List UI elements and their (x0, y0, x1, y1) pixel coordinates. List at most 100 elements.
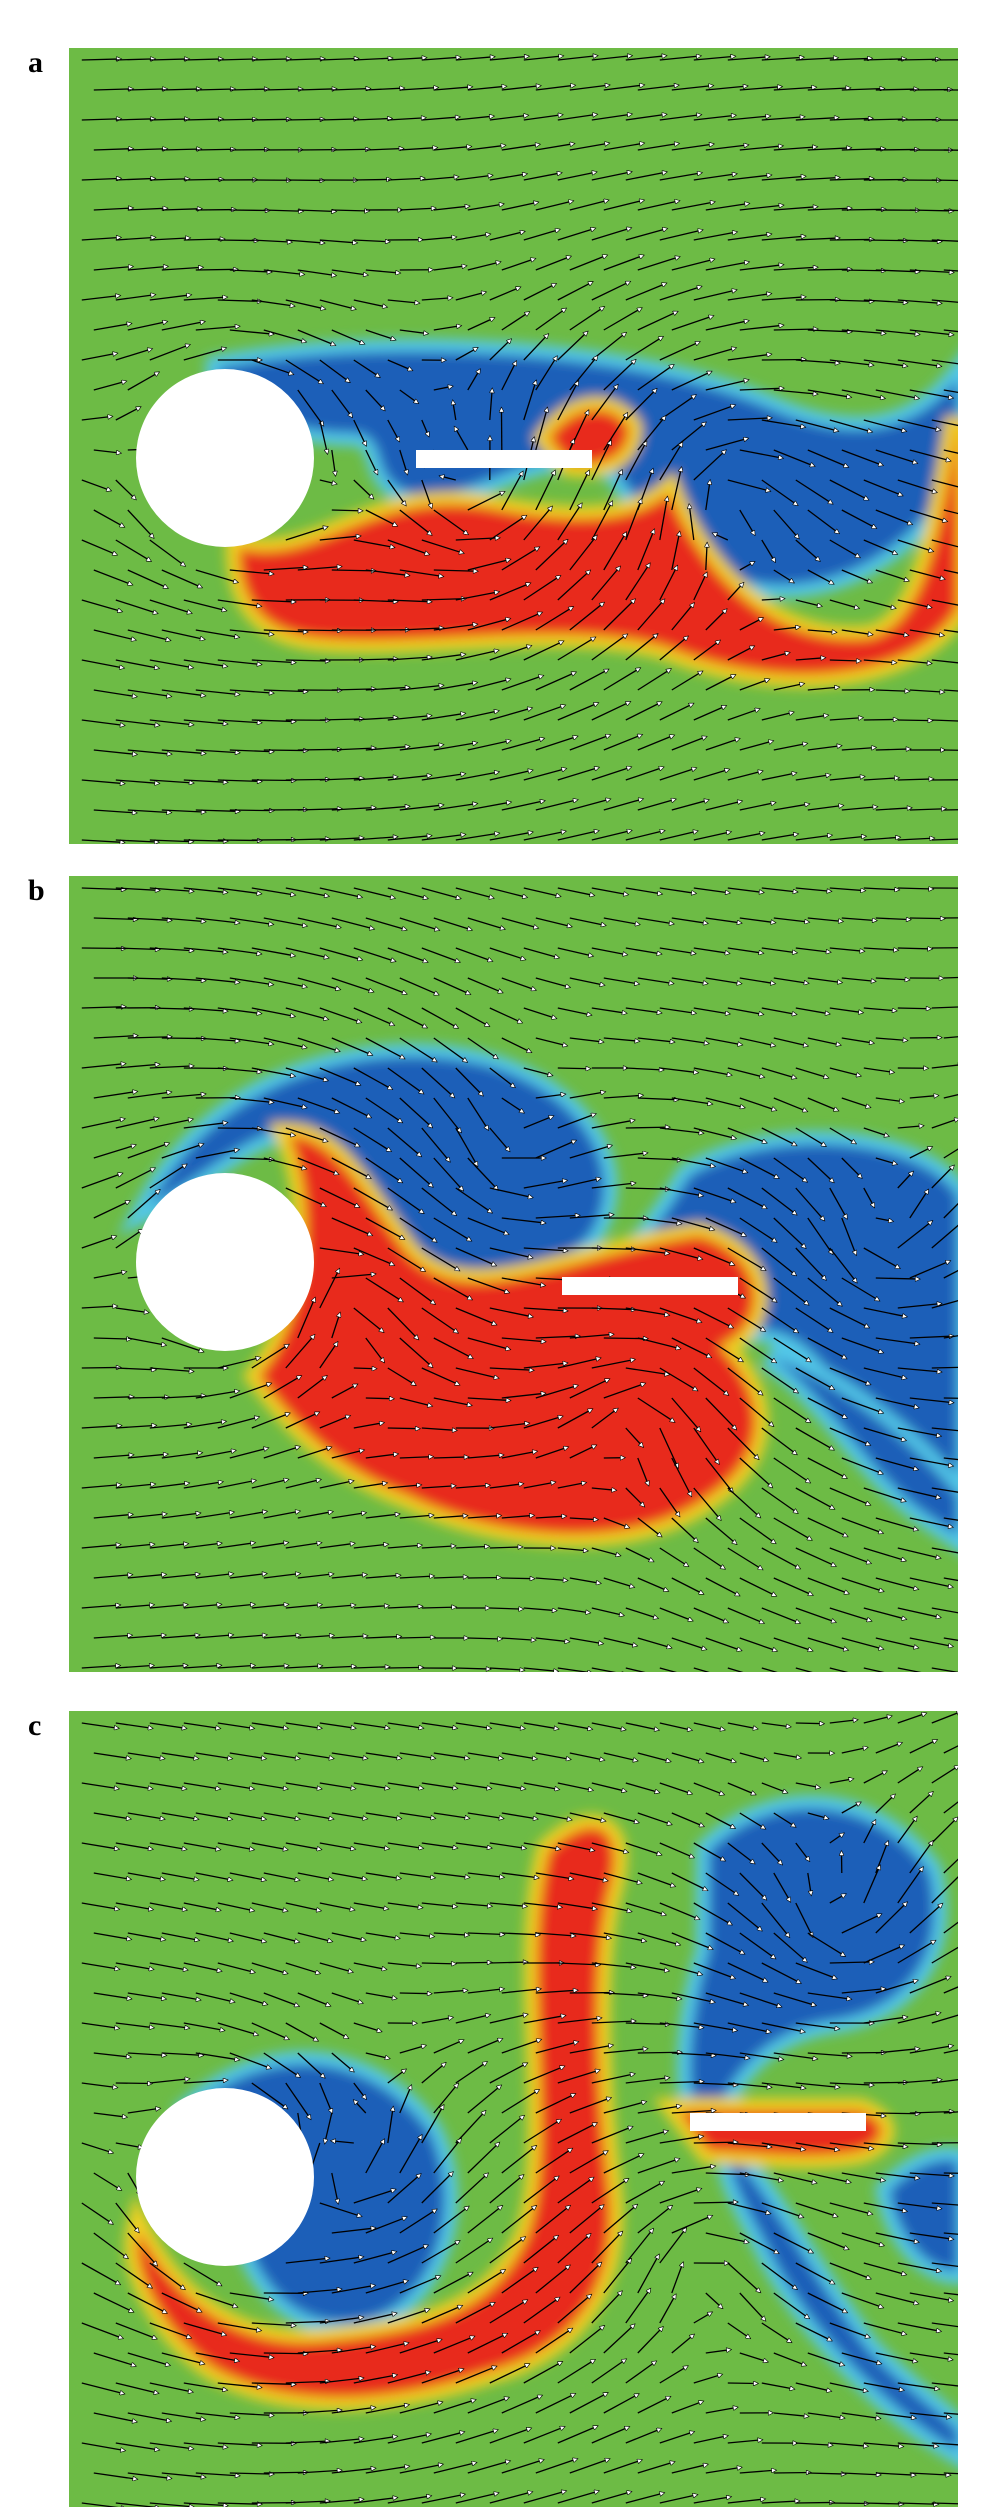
velocity-arrow (195, 89, 235, 90)
velocity-arrow (523, 283, 556, 301)
velocity-arrow (909, 918, 945, 919)
velocity-arrow (467, 369, 480, 391)
velocity-arrow (455, 57, 495, 61)
velocity-arrow (841, 807, 878, 811)
velocity-arrow (467, 740, 511, 751)
velocity-arrow (773, 684, 804, 691)
velocity-arrow (93, 509, 125, 527)
velocity-arrow (331, 389, 352, 417)
velocity-arrow (523, 334, 549, 361)
velocity-arrow (353, 600, 398, 602)
velocity-arrow (829, 118, 873, 120)
velocity-arrow (897, 779, 934, 780)
velocity-arrow (149, 295, 191, 301)
velocity-arrow (501, 361, 517, 391)
velocity-arrow (761, 176, 806, 181)
velocity-arrow (829, 836, 866, 841)
velocity-arrow (897, 659, 932, 664)
velocity-arrow (115, 539, 151, 561)
velocity-arrow (713, 533, 729, 541)
velocity-arrow (625, 114, 667, 121)
velocity-arrow (149, 59, 189, 60)
velocity-arrow (501, 547, 540, 571)
velocity-arrow (943, 329, 958, 333)
velocity-arrow (455, 348, 478, 361)
velocity-arrow (455, 175, 493, 181)
velocity-arrow (421, 713, 465, 721)
velocity-arrow (637, 201, 680, 211)
velocity-arrow (795, 479, 833, 504)
velocity-arrow (421, 298, 453, 300)
velocity-arrow (365, 149, 404, 150)
velocity-arrow (727, 175, 772, 181)
panel-label: a (28, 46, 43, 79)
velocity-arrow (229, 89, 269, 90)
splitter-plate (416, 450, 592, 468)
velocity-arrow (127, 266, 168, 271)
velocity-arrow (773, 449, 815, 466)
velocity-arrow (399, 148, 438, 151)
velocity-arrow (455, 887, 494, 898)
velocity-arrow (535, 470, 555, 511)
velocity-arrow (81, 659, 124, 668)
velocity-arrow (489, 287, 521, 301)
velocity-arrow (387, 716, 432, 721)
velocity-arrow (659, 887, 696, 893)
velocity-arrow (795, 599, 822, 606)
velocity-arrow (535, 144, 575, 151)
velocity-arrow (671, 371, 712, 391)
velocity-arrow (489, 339, 511, 361)
velocity-arrow (93, 918, 138, 919)
cylinder (136, 1173, 314, 1351)
velocity-arrow (353, 299, 387, 307)
velocity-arrow (115, 719, 160, 725)
velocity-arrow (81, 119, 121, 120)
velocity-arrow (897, 359, 942, 366)
velocity-arrow (829, 179, 874, 180)
velocity-arrow (535, 607, 573, 631)
velocity-arrow (659, 497, 668, 541)
velocity-arrow (365, 389, 385, 411)
velocity-arrow (591, 281, 630, 301)
velocity-arrow (671, 800, 709, 811)
velocity-arrow (535, 736, 578, 751)
velocity-arrow (489, 388, 492, 421)
velocity-arrow (841, 629, 873, 635)
velocity-arrow (603, 85, 644, 91)
velocity-arrow (863, 888, 899, 890)
velocity-arrow (387, 887, 428, 899)
velocity-arrow (897, 539, 933, 551)
velocity-arrow (671, 603, 694, 631)
velocity-arrow (909, 569, 945, 579)
velocity-arrow (183, 779, 228, 782)
velocity-arrow (229, 689, 274, 693)
velocity-arrow (81, 237, 121, 241)
velocity-arrow (183, 887, 228, 893)
velocity-arrow (127, 509, 154, 538)
velocity-arrow (897, 888, 933, 889)
velocity-arrow (285, 359, 323, 384)
velocity-arrow (297, 389, 324, 426)
velocity-arrow (297, 269, 336, 276)
velocity-arrow (433, 803, 478, 811)
velocity-arrow (467, 318, 495, 331)
velocity-arrow (319, 58, 359, 60)
velocity-arrow (161, 629, 205, 640)
velocity-arrow (229, 629, 274, 634)
velocity-arrow (251, 359, 294, 374)
velocity-arrow (671, 259, 715, 271)
velocity-arrow (523, 173, 562, 181)
velocity-arrow (795, 775, 831, 781)
velocity-arrow (183, 297, 227, 301)
velocity-arrow (603, 200, 644, 211)
velocity-arrow (455, 116, 494, 121)
velocity-arrow (739, 562, 755, 571)
velocity-arrow (841, 509, 877, 529)
velocity-arrow (421, 539, 464, 553)
velocity-arrow (739, 802, 776, 811)
velocity-arrow (365, 449, 378, 474)
velocity-arrow (149, 539, 185, 566)
velocity-arrow (773, 627, 800, 631)
velocity-arrow (489, 115, 528, 121)
velocity-arrow (897, 599, 932, 608)
